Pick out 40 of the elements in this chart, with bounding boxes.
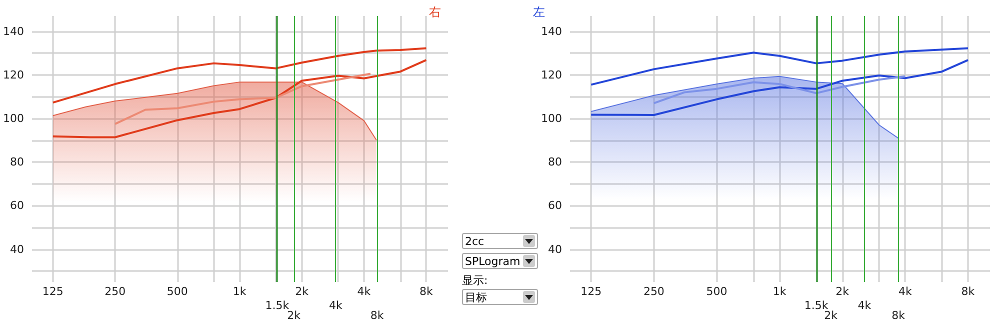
x-tick-label: 8k: [961, 285, 976, 298]
chart-title: 左: [533, 5, 545, 19]
y-tick-label: 80: [548, 156, 562, 169]
text: 目标: [465, 290, 487, 304]
y-tick-label: 120: [2, 68, 24, 82]
x-tick-label: 4k: [357, 285, 372, 298]
x-tick-label: 500: [706, 285, 728, 298]
text: 2cc: [465, 234, 484, 248]
ref-line-label: 1.5k: [265, 299, 290, 312]
x-tick-label: 4k: [898, 285, 912, 298]
y-tick-label: 100: [541, 112, 562, 125]
text: 显示:: [462, 273, 489, 288]
ref-line-label: 8k: [892, 309, 906, 322]
y-tick-label: 60: [10, 199, 24, 212]
y-tick-label: 120: [541, 68, 562, 82]
x-tick-label: 125: [580, 285, 602, 298]
x-tick-label: 500: [166, 285, 188, 298]
x-tick-label: 1k: [232, 285, 247, 298]
x-tick-label: 250: [104, 285, 126, 298]
y-tick-label: 40: [548, 242, 562, 256]
y-tick-label: 100: [2, 112, 24, 125]
ref-line-label: 2k: [287, 309, 302, 322]
text: SPLogram: [465, 254, 520, 268]
y-tick-label: 140: [541, 24, 562, 38]
x-tick-label: 250: [643, 285, 664, 298]
y-tick-label: 140: [2, 24, 24, 38]
x-tick-label: 2k: [295, 285, 310, 298]
y-tick-label: 60: [548, 199, 562, 212]
ref-line-label: 4k: [858, 299, 872, 312]
ref-line-label: 8k: [370, 309, 384, 322]
chart-title: 右: [429, 5, 441, 19]
y-tick-label: 80: [10, 156, 24, 169]
y-tick-label: 40: [10, 242, 24, 256]
ref-line-label: 2k: [824, 309, 838, 322]
ref-line-label: 1.5k: [804, 299, 829, 312]
x-tick-label: 1k: [772, 285, 787, 298]
ref-line-label: 4k: [329, 299, 344, 312]
x-tick-label: 2k: [836, 285, 850, 298]
x-tick-label: 125: [42, 285, 64, 298]
x-tick-label: 8k: [420, 285, 434, 298]
